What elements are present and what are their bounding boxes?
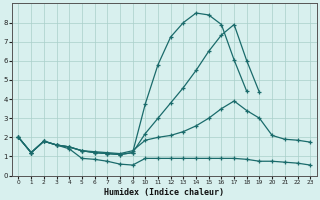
X-axis label: Humidex (Indice chaleur): Humidex (Indice chaleur) [104,188,224,197]
